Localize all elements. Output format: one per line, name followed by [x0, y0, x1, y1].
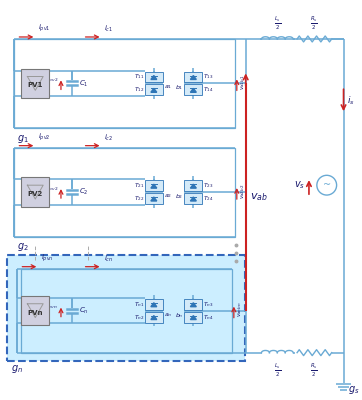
Bar: [145, 312, 163, 322]
Text: PVn: PVn: [28, 310, 43, 316]
Text: $C_1$: $C_1$: [79, 78, 88, 88]
Text: $\frac{R_s}{2}$: $\frac{R_s}{2}$: [311, 362, 318, 379]
Text: $a_1$: $a_1$: [164, 84, 172, 91]
Text: $T_{11}$: $T_{11}$: [134, 72, 144, 82]
Text: $T_{n1}$: $T_{n1}$: [134, 300, 144, 309]
Text: $C_n$: $C_n$: [79, 306, 88, 316]
Text: $i_{pvn}$: $i_{pvn}$: [41, 252, 54, 264]
Text: $\frac{L_s}{2}$: $\frac{L_s}{2}$: [274, 362, 281, 379]
Text: $T_{21}$: $T_{21}$: [134, 181, 144, 190]
Text: $v_{a1b1}$: $v_{a1b1}$: [239, 75, 247, 90]
Text: $i_{pv2}$: $i_{pv2}$: [38, 131, 51, 143]
Bar: [185, 299, 202, 310]
Polygon shape: [151, 303, 157, 307]
Text: $g_n$: $g_n$: [10, 362, 22, 374]
Bar: [21, 296, 49, 326]
Text: $\frac{L_s}{2}$: $\frac{L_s}{2}$: [274, 15, 281, 32]
Text: $i_{cn}$: $i_{cn}$: [104, 254, 114, 264]
Bar: [7, 255, 245, 360]
Polygon shape: [190, 197, 196, 201]
Bar: [145, 72, 163, 82]
Text: $v_{anbn}$: $v_{anbn}$: [236, 302, 244, 318]
Bar: [21, 68, 49, 98]
Text: $T_{14}$: $T_{14}$: [203, 85, 214, 94]
Text: $g_2$: $g_2$: [17, 242, 28, 254]
Text: $a_n$: $a_n$: [164, 311, 172, 318]
Text: $T_{23}$: $T_{23}$: [203, 181, 214, 190]
Polygon shape: [151, 76, 157, 80]
Polygon shape: [190, 303, 196, 307]
Text: $i_{c1}$: $i_{c1}$: [104, 24, 114, 34]
Text: $v_{ab}$: $v_{ab}$: [250, 191, 268, 203]
Polygon shape: [190, 88, 196, 92]
Bar: [185, 72, 202, 82]
Text: PV2: PV2: [28, 191, 43, 197]
Text: $T_{13}$: $T_{13}$: [203, 72, 214, 82]
Text: $v_{a2b2}$: $v_{a2b2}$: [239, 183, 247, 199]
Text: $i_{c2}$: $i_{c2}$: [104, 132, 114, 143]
Bar: [13, 148, 235, 236]
Bar: [13, 39, 235, 128]
Bar: [185, 312, 202, 322]
Bar: [185, 193, 202, 204]
Polygon shape: [151, 197, 157, 201]
Bar: [21, 269, 232, 353]
Text: $T_{n2}$: $T_{n2}$: [134, 313, 144, 322]
Polygon shape: [190, 76, 196, 80]
Bar: [145, 299, 163, 310]
Text: $T_{24}$: $T_{24}$: [203, 194, 214, 203]
Text: $g_s$: $g_s$: [349, 384, 360, 396]
Text: $T_{n4}$: $T_{n4}$: [203, 313, 214, 322]
Polygon shape: [190, 316, 196, 320]
Text: $C_2$: $C_2$: [79, 187, 88, 197]
Bar: [185, 84, 202, 95]
Text: $T_{12}$: $T_{12}$: [134, 85, 144, 94]
Polygon shape: [151, 88, 157, 92]
Text: $b_1$: $b_1$: [175, 84, 184, 92]
Text: $i_{pv1}$: $i_{pv1}$: [38, 22, 51, 34]
Text: $T_{22}$: $T_{22}$: [134, 194, 144, 203]
Text: $b_n$: $b_n$: [175, 311, 184, 320]
Bar: [145, 84, 163, 95]
Text: $a_2$: $a_2$: [164, 192, 172, 200]
Bar: [145, 180, 163, 191]
Bar: [21, 177, 49, 207]
Polygon shape: [151, 316, 157, 320]
Text: $v_{pv2}$: $v_{pv2}$: [45, 77, 58, 86]
Text: ~: ~: [323, 180, 331, 190]
Polygon shape: [151, 184, 157, 188]
Text: $g_1$: $g_1$: [17, 133, 28, 145]
Text: $v_s$: $v_s$: [294, 179, 305, 191]
Text: $b_2$: $b_2$: [175, 192, 184, 201]
Text: $T_{n3}$: $T_{n3}$: [203, 300, 214, 309]
Text: $\frac{R_s}{2}$: $\frac{R_s}{2}$: [311, 15, 318, 32]
Text: $v_{pv2}$: $v_{pv2}$: [45, 186, 58, 195]
Text: $i_s$: $i_s$: [348, 95, 355, 108]
Text: PV1: PV1: [28, 82, 43, 88]
Text: $v_{pvn}$: $v_{pvn}$: [45, 304, 58, 313]
Bar: [185, 180, 202, 191]
Polygon shape: [190, 184, 196, 188]
Bar: [145, 193, 163, 204]
